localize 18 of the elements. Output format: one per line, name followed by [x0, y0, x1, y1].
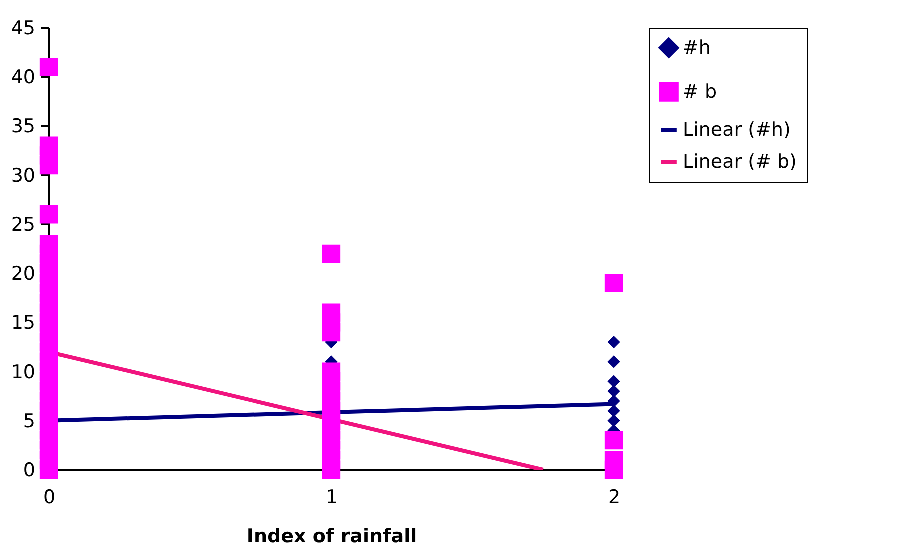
legend-label: #h: [683, 37, 711, 59]
y-tick-label: 25: [11, 214, 36, 236]
x-axis-title: Index of rainfall: [246, 526, 418, 548]
y-tick-label: 35: [11, 116, 36, 138]
y-tick-label: 5: [23, 410, 36, 432]
x-tick-label: 0: [43, 486, 56, 508]
y-tick-label: 45: [11, 18, 36, 40]
y-tick-label: 30: [11, 164, 36, 187]
y-tick-label: 10: [11, 361, 36, 384]
legend-label: Linear (#h): [683, 119, 791, 141]
x-tick-label: 2: [608, 486, 621, 508]
x-tick-label: 1: [326, 486, 338, 508]
y-tick-label: 0: [23, 460, 36, 482]
y-tick-label: 15: [11, 312, 36, 334]
legend-label: # b: [683, 81, 718, 103]
y-tick-label: 20: [11, 263, 36, 286]
legend-label: Linear (# b): [683, 151, 797, 173]
y-tick-label: 40: [11, 66, 36, 89]
